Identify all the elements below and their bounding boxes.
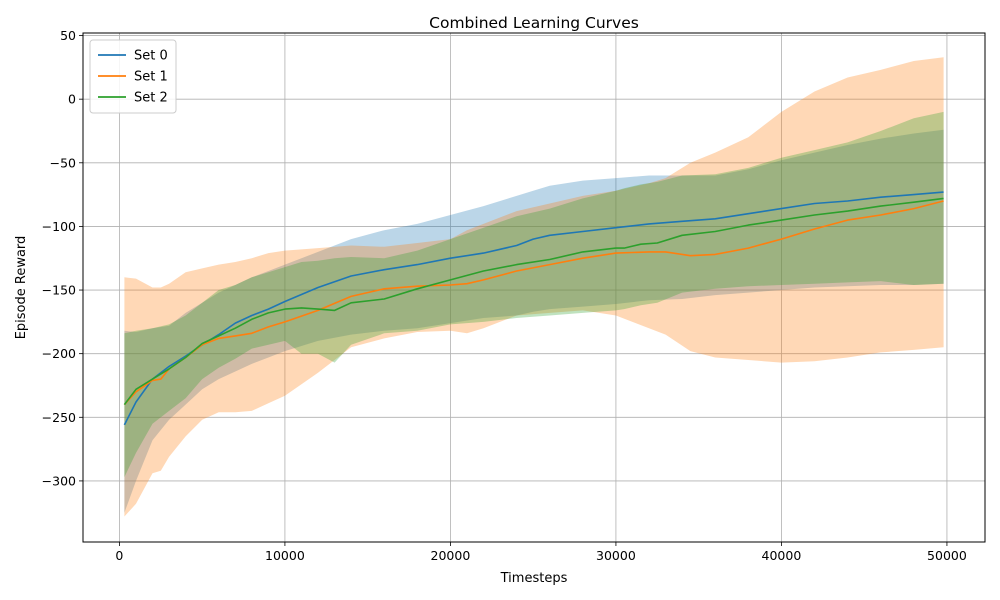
y-tick-label: −250 xyxy=(42,410,76,425)
legend: Set 0 Set 1 Set 2 xyxy=(89,39,177,114)
chart-title: Combined Learning Curves xyxy=(429,14,639,32)
y-axis-label: Episode Reward xyxy=(14,236,29,340)
legend-label-set-0: Set 0 xyxy=(134,49,168,64)
legend-label-set-1: Set 1 xyxy=(134,70,168,85)
legend-label-set-2: Set 2 xyxy=(134,91,168,106)
y-tick-label: −300 xyxy=(42,473,76,488)
x-tick-label: 40000 xyxy=(762,548,802,563)
band-set-2 xyxy=(124,111,944,478)
legend-box xyxy=(89,39,177,114)
y-tick-label: 50 xyxy=(60,28,76,43)
y-tick-label: −50 xyxy=(50,155,76,170)
confidence-bands xyxy=(124,57,944,517)
grid-lines xyxy=(83,33,985,542)
x-tick-label: 30000 xyxy=(596,548,636,563)
y-axis-ticks: −300 −250 −200 −150 −100 −50 0 50 xyxy=(42,28,83,488)
x-tick-label: 0 xyxy=(115,548,123,563)
series-lines xyxy=(123,191,944,426)
x-axis-label: Timesteps xyxy=(500,571,568,586)
x-tick-label: 50000 xyxy=(927,548,967,563)
band-set-0 xyxy=(124,129,944,513)
plot-frame xyxy=(82,32,986,543)
x-tick-label: 10000 xyxy=(265,548,305,563)
band-set-1 xyxy=(124,57,944,517)
y-tick-label: −200 xyxy=(42,346,76,361)
y-tick-label: −100 xyxy=(42,219,76,234)
x-axis-ticks: 0 10000 20000 30000 40000 50000 xyxy=(115,542,967,563)
y-tick-label: −150 xyxy=(42,283,76,298)
y-tick-label: 0 xyxy=(68,92,76,107)
x-tick-label: 20000 xyxy=(431,548,471,563)
line-set-2 xyxy=(123,197,944,406)
